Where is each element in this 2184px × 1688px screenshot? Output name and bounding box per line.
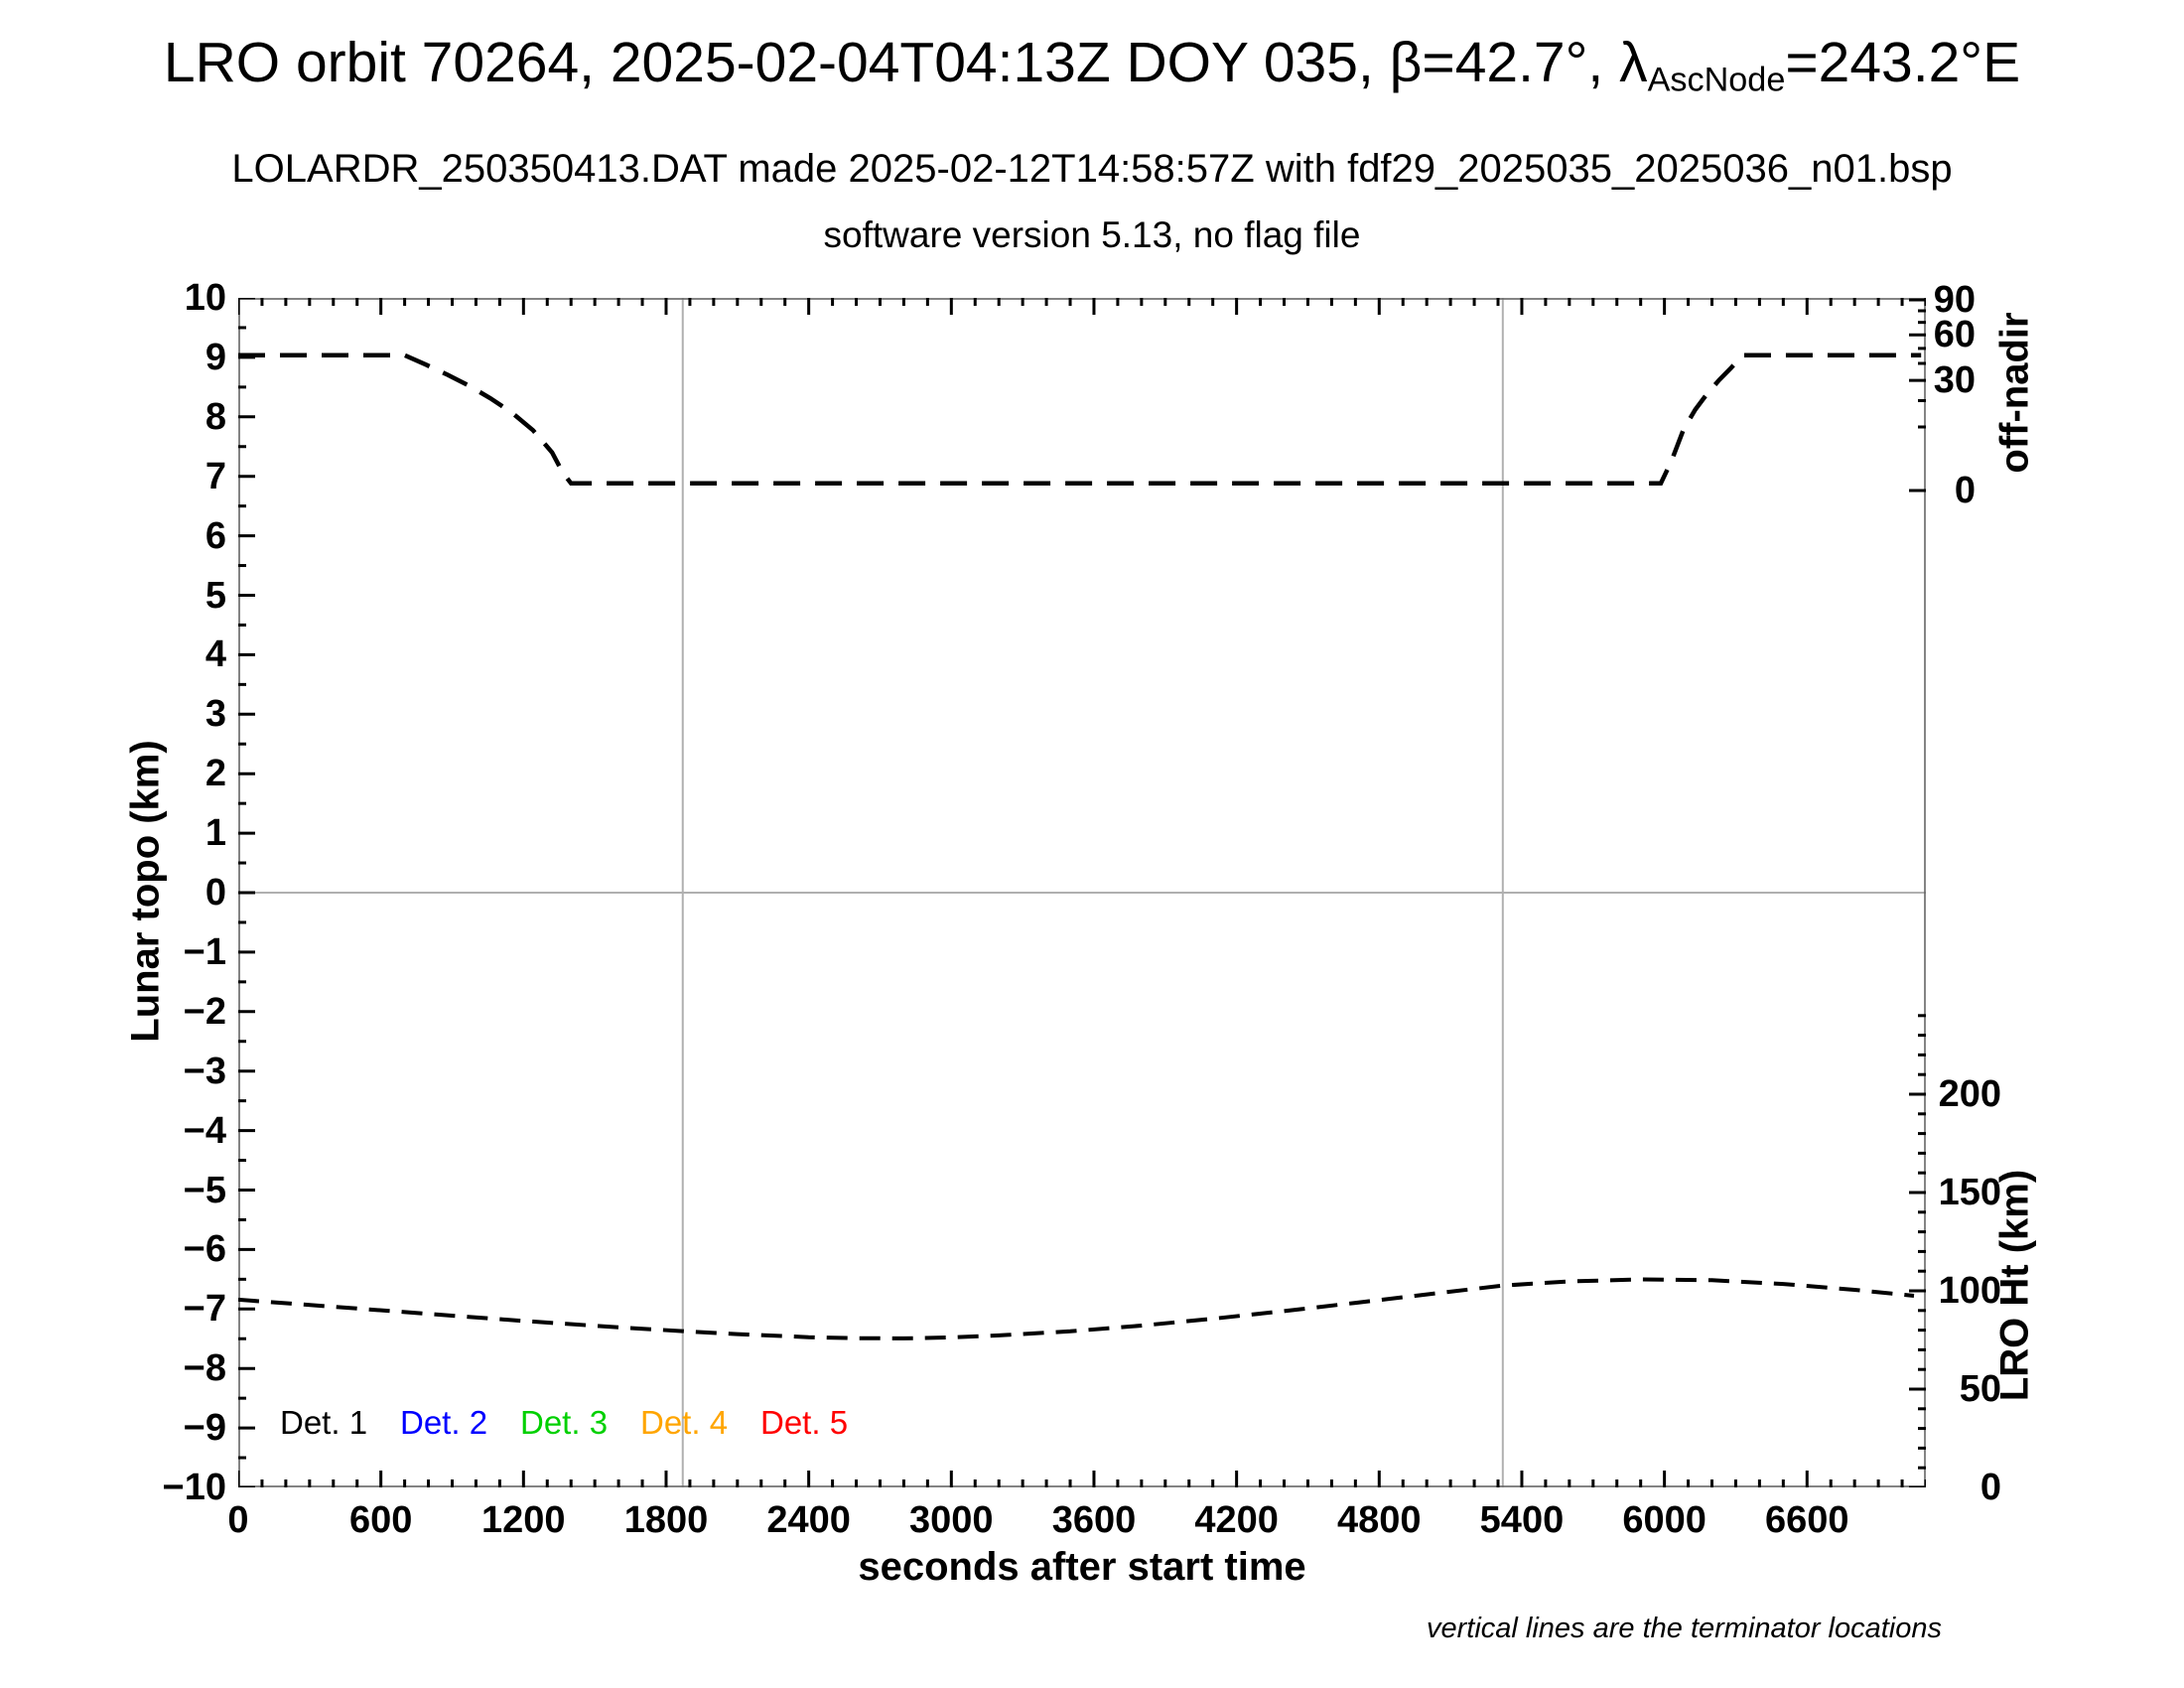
x-tick-label: 3000 bbox=[909, 1499, 994, 1541]
legend-item-det-1: Det. 1 bbox=[280, 1404, 368, 1441]
plot-area bbox=[238, 298, 1926, 1487]
x-tick-label: 6000 bbox=[1622, 1499, 1706, 1541]
y-left-tick-label: −7 bbox=[183, 1288, 226, 1331]
legend-item-det-2: Det. 2 bbox=[400, 1404, 488, 1441]
y-left-tick-label: −3 bbox=[183, 1050, 226, 1092]
x-tick-label: 4800 bbox=[1337, 1499, 1422, 1541]
x-tick-label: 2400 bbox=[766, 1499, 851, 1541]
y-left-tick-label: −2 bbox=[183, 990, 226, 1033]
y-left-tick-label: 7 bbox=[205, 455, 226, 497]
y-left-tick-label: −10 bbox=[162, 1467, 226, 1508]
x-tick-label: 4200 bbox=[1194, 1499, 1279, 1541]
off-nadir-tick-label: 0 bbox=[1954, 470, 1976, 511]
subtitle-file-line: LOLARDR_250350413.DAT made 2025-02-12T14… bbox=[231, 147, 1953, 191]
y-left-tick-label: −5 bbox=[183, 1169, 226, 1211]
y-left-tick-label: 3 bbox=[205, 693, 226, 736]
y-left-tick-label: 6 bbox=[205, 514, 226, 557]
x-tick-label: 0 bbox=[227, 1499, 249, 1541]
legend-item-det-5: Det. 5 bbox=[760, 1404, 849, 1441]
lro-ht-tick-label: 0 bbox=[1979, 1467, 2001, 1508]
off-nadir-tick-label: 90 bbox=[1933, 279, 1976, 321]
x-tick-label: 5400 bbox=[1479, 1499, 1565, 1541]
title-prefix: LRO orbit 70264, 2025-02-04T04:13Z DOY 0… bbox=[163, 31, 1648, 94]
y-left-tick-label: 2 bbox=[205, 753, 226, 795]
y-left-tick-label: −1 bbox=[183, 930, 226, 973]
subtitle-version-line: software version 5.13, no flag file bbox=[823, 214, 1361, 255]
x-tick-label: 1200 bbox=[481, 1499, 566, 1541]
right-axis-top-title: off-nadir bbox=[1992, 312, 2037, 474]
lro-ht-tick-label: 50 bbox=[1959, 1368, 2001, 1410]
y-left-tick-label: −6 bbox=[183, 1228, 226, 1271]
right-axis-bottom-title: LRO Ht (km) bbox=[1992, 1169, 2037, 1402]
x-tick-label: 600 bbox=[348, 1499, 413, 1541]
off-nadir-tick-label: 30 bbox=[1933, 359, 1976, 402]
y-left-tick-label: −9 bbox=[183, 1407, 226, 1450]
x-axis-title: seconds after start time bbox=[858, 1545, 1306, 1589]
legend-item-det-4: Det. 4 bbox=[640, 1404, 729, 1441]
y-left-tick-label: −4 bbox=[183, 1109, 226, 1152]
page-title: LRO orbit 70264, 2025-02-04T04:13Z DOY 0… bbox=[15, 30, 2169, 100]
legend-item-det-3: Det. 3 bbox=[520, 1404, 609, 1441]
y-left-tick-label: −8 bbox=[183, 1347, 226, 1390]
lro-height-curve bbox=[238, 1277, 1915, 1340]
title-suffix: =243.2°E bbox=[1785, 31, 2021, 94]
off-nadir-curve bbox=[238, 352, 1922, 486]
y-left-tick-label: 4 bbox=[205, 633, 226, 676]
y-left-tick-label: 9 bbox=[205, 336, 226, 378]
terminator-footnote: vertical lines are the terminator locati… bbox=[1426, 1613, 1942, 1644]
off-nadir-tick-label: 60 bbox=[1933, 314, 1976, 356]
x-tick-label: 3600 bbox=[1051, 1499, 1137, 1541]
y-left-tick-label: 1 bbox=[205, 812, 226, 855]
lro-ht-tick-label: 200 bbox=[1938, 1073, 2001, 1115]
y-left-tick-label: 8 bbox=[205, 395, 226, 438]
y-left-tick-label: 0 bbox=[205, 872, 226, 914]
left-axis-title: Lunar topo (km) bbox=[123, 740, 168, 1043]
x-tick-label: 1800 bbox=[623, 1499, 709, 1541]
lro-ht-tick-label: 100 bbox=[1938, 1270, 2001, 1312]
y-left-tick-label: 5 bbox=[205, 574, 226, 617]
title-subscript: AscNode bbox=[1647, 61, 1786, 99]
lro-ht-tick-label: 150 bbox=[1938, 1172, 2001, 1213]
x-tick-label: 6600 bbox=[1765, 1499, 1849, 1541]
y-left-tick-label: 10 bbox=[184, 277, 226, 319]
